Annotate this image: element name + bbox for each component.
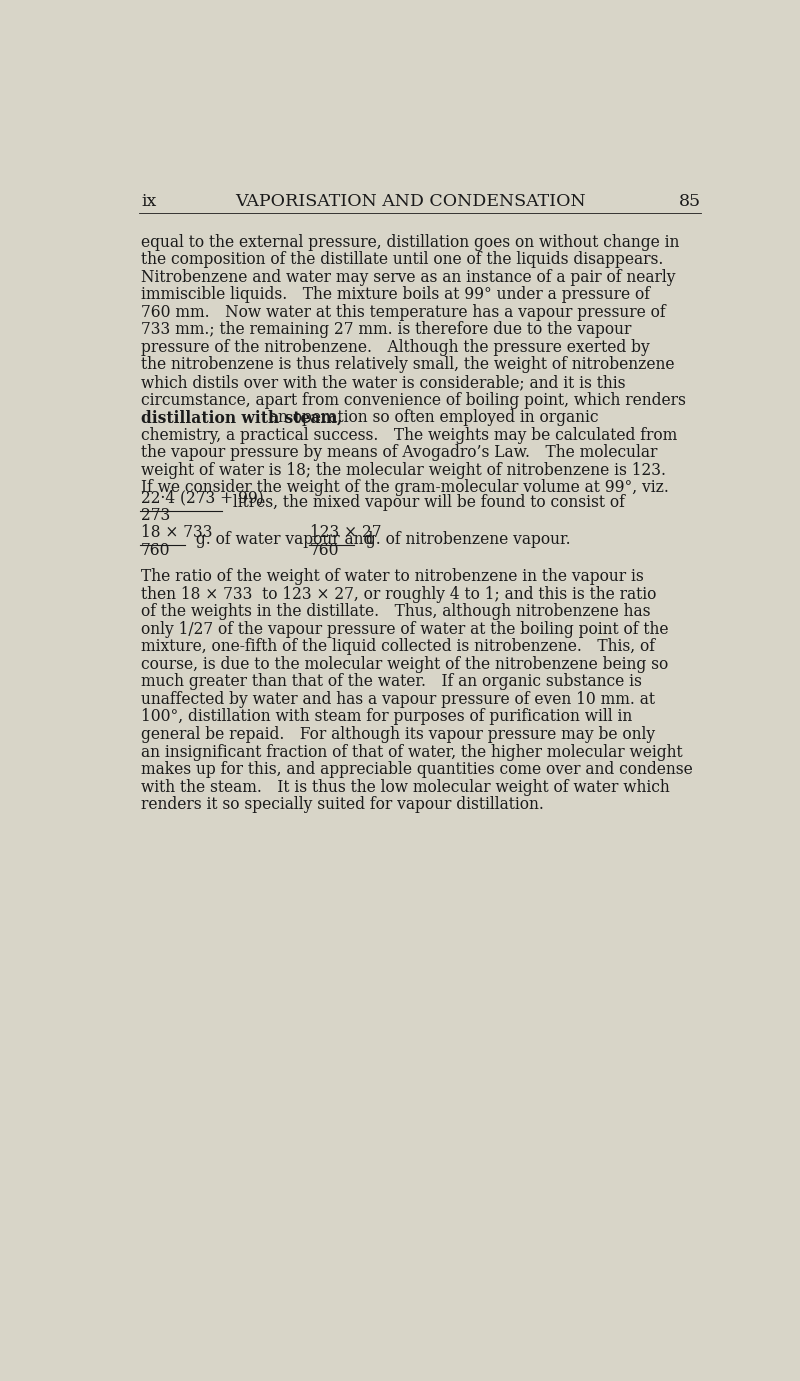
- Text: pressure of the nitrobenzene. Although the pressure exerted by: pressure of the nitrobenzene. Although t…: [141, 338, 650, 356]
- Text: litres, the mixed vapour will be found to consist of: litres, the mixed vapour will be found t…: [228, 494, 625, 511]
- Text: circumstance, apart from convenience of boiling point, which renders: circumstance, apart from convenience of …: [141, 392, 686, 409]
- Text: immiscible liquids. The mixture boils at 99° under a pressure of: immiscible liquids. The mixture boils at…: [141, 286, 650, 304]
- Text: The ratio of the weight of water to nitrobenzene in the vapour is: The ratio of the weight of water to nitr…: [141, 568, 644, 586]
- Text: then 18 × 733  to 123 × 27, or roughly 4 to 1; and this is the ratio: then 18 × 733 to 123 × 27, or roughly 4 …: [141, 586, 657, 602]
- Text: 85: 85: [678, 193, 701, 210]
- Text: the vapour pressure by means of Avogadro’s Law. The molecular: the vapour pressure by means of Avogadro…: [141, 445, 658, 461]
- Text: 18 × 733: 18 × 733: [141, 523, 213, 541]
- Text: chemistry, a practical success. The weights may be calculated from: chemistry, a practical success. The weig…: [141, 427, 678, 443]
- Text: weight of water is 18; the molecular weight of nitrobenzene is 123.: weight of water is 18; the molecular wei…: [141, 461, 666, 479]
- Text: an operation so often employed in organic: an operation so often employed in organi…: [263, 409, 598, 427]
- Text: an insignificant fraction of that of water, the higher molecular weight: an insignificant fraction of that of wat…: [141, 743, 682, 761]
- Text: 22·4 (273 + 99): 22·4 (273 + 99): [141, 490, 264, 507]
- Text: general be repaid. For although its vapour pressure may be only: general be repaid. For although its vapo…: [141, 726, 655, 743]
- Text: makes up for this, and appreciable quantities come over and condense: makes up for this, and appreciable quant…: [141, 761, 693, 778]
- Text: mixture, one-fifth of the liquid collected is nitrobenzene. This, of: mixture, one-fifth of the liquid collect…: [141, 638, 655, 655]
- Text: much greater than that of the water. If an organic substance is: much greater than that of the water. If …: [141, 674, 642, 690]
- Text: renders it so specially suited for vapour distillation.: renders it so specially suited for vapou…: [141, 797, 544, 813]
- Text: g. of nitrobenzene vapour.: g. of nitrobenzene vapour.: [361, 532, 570, 548]
- Text: the composition of the distillate until one of the liquids disappears.: the composition of the distillate until …: [141, 251, 663, 268]
- Text: 760 mm. Now water at this temperature has a vapour pressure of: 760 mm. Now water at this temperature ha…: [141, 304, 666, 320]
- Text: 123 × 27: 123 × 27: [310, 523, 382, 541]
- Text: 100°, distillation with steam for purposes of purification will in: 100°, distillation with steam for purpos…: [141, 708, 632, 725]
- Text: equal to the external pressure, distillation goes on without change in: equal to the external pressure, distilla…: [141, 233, 679, 250]
- Text: the nitrobenzene is thus relatively small, the weight of nitrobenzene: the nitrobenzene is thus relatively smal…: [141, 356, 674, 373]
- Text: distillation with steam,: distillation with steam,: [141, 409, 342, 427]
- Text: VAPORISATION AND CONDENSATION: VAPORISATION AND CONDENSATION: [234, 193, 586, 210]
- Text: course, is due to the molecular weight of the nitrobenzene being so: course, is due to the molecular weight o…: [141, 656, 668, 673]
- Text: which distils over with the water is considerable; and it is this: which distils over with the water is con…: [141, 374, 626, 391]
- Text: unaffected by water and has a vapour pressure of even 10 mm. at: unaffected by water and has a vapour pre…: [141, 690, 655, 708]
- Text: ix: ix: [141, 193, 156, 210]
- Text: of the weights in the distillate. Thus, although nitrobenzene has: of the weights in the distillate. Thus, …: [141, 603, 650, 620]
- Text: with the steam. It is thus the low molecular weight of water which: with the steam. It is thus the low molec…: [141, 779, 670, 795]
- Text: only 1/27 of the vapour pressure of water at the boiling point of the: only 1/27 of the vapour pressure of wate…: [141, 620, 669, 638]
- Text: 760: 760: [141, 541, 170, 558]
- Text: 273: 273: [141, 507, 170, 525]
- Text: If we consider the weight of the gram-molecular volume at 99°, viz.: If we consider the weight of the gram-mo…: [141, 479, 669, 496]
- Text: 733 mm.; the remaining 27 mm. is therefore due to the vapour: 733 mm.; the remaining 27 mm. is therefo…: [141, 322, 631, 338]
- Text: Nitrobenzene and water may serve as an instance of a pair of nearly: Nitrobenzene and water may serve as an i…: [141, 269, 675, 286]
- Text: g. of water vapour and: g. of water vapour and: [191, 532, 378, 548]
- Text: 760: 760: [310, 541, 340, 558]
